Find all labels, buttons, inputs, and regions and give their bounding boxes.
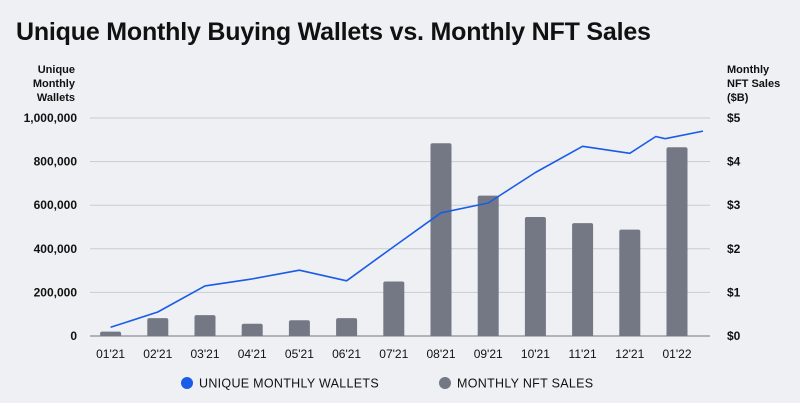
right-tick-label: $1 xyxy=(727,285,741,299)
legend-swatch-bar xyxy=(439,377,451,389)
x-tick-label: 09'21 xyxy=(474,347,503,361)
bar xyxy=(524,216,546,336)
bar xyxy=(477,195,499,336)
left-axis-title: Wallets xyxy=(37,92,75,104)
x-tick-label: 08'21 xyxy=(427,347,456,361)
series-line xyxy=(110,130,704,329)
right-tick-label: $0 xyxy=(727,329,741,343)
bar xyxy=(100,331,122,336)
x-tick-label: 10'21 xyxy=(521,347,550,361)
left-axis-title: Monthly xyxy=(33,78,76,90)
right-tick-label: $4 xyxy=(727,155,741,169)
legend-label-line: UNIQUE MONTHLY WALLETS xyxy=(199,377,379,391)
right-tick-label: $5 xyxy=(727,111,741,125)
left-tick-label: 800,000 xyxy=(34,155,78,169)
left-tick-label: 200,000 xyxy=(34,285,78,299)
left-tick-label: 600,000 xyxy=(34,198,78,212)
right-tick-label: $3 xyxy=(727,198,741,212)
x-tick-label: 11'21 xyxy=(569,347,597,361)
line-series xyxy=(110,130,704,329)
bar xyxy=(666,147,688,336)
legend: UNIQUE MONTHLY WALLETS MONTHLY NFT SALES xyxy=(181,377,593,391)
x-tick-label: 03'21 xyxy=(191,347,220,361)
right-axis-title: ($B) xyxy=(727,92,749,104)
x-axis: 01'21 02'21 03'21 04'21 05'21 06'21 07'21 08'21… xyxy=(96,347,692,361)
bar-series xyxy=(100,143,688,336)
left-tick-label: 1,000,000 xyxy=(24,111,78,125)
bar xyxy=(147,318,169,336)
bar xyxy=(619,229,641,336)
bar xyxy=(383,281,405,336)
x-tick-label: 04'21 xyxy=(238,347,267,361)
x-tick-label: 12'21 xyxy=(615,347,644,361)
bar xyxy=(336,318,358,336)
legend-swatch-line xyxy=(181,377,193,389)
x-tick-label: 07'21 xyxy=(379,347,408,361)
bar xyxy=(194,315,216,336)
bar xyxy=(288,320,310,336)
right-axis-title: Monthly xyxy=(727,64,770,76)
bar xyxy=(572,223,594,336)
x-tick-label: 01'22 xyxy=(663,347,692,361)
left-axis: 0 200,000 400,000 600,000 800,000 1,000,000 Un… xyxy=(24,64,78,343)
right-tick-label: $2 xyxy=(727,242,741,256)
left-axis-title: Unique xyxy=(38,64,75,76)
right-axis-title: NFT Sales xyxy=(727,78,780,90)
x-tick-label: 06'21 xyxy=(332,347,361,361)
left-tick-label: 400,000 xyxy=(34,242,78,256)
bar xyxy=(430,143,452,336)
bar xyxy=(241,323,263,336)
left-tick-label: 0 xyxy=(70,329,77,343)
right-axis: $0 $1 $2 $3 $4 $5 Monthly NFT Sales ($B) xyxy=(727,64,780,343)
page-title: Unique Monthly Buying Wallets vs. Monthl… xyxy=(16,18,651,46)
x-tick-label: 05'21 xyxy=(285,347,314,361)
x-tick-label: 01'21 xyxy=(96,347,125,361)
x-tick-label: 02'21 xyxy=(143,347,172,361)
legend-label-bar: MONTHLY NFT SALES xyxy=(457,377,593,391)
